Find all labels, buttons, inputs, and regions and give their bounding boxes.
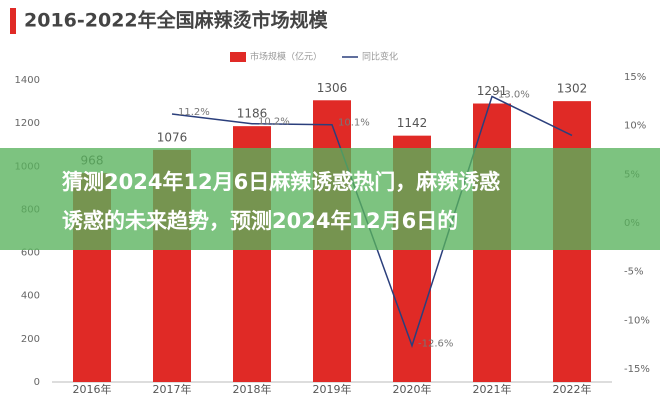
banner-text: 猜测2024年12月6日麻辣诱惑热门，麻辣诱惑 — [61, 170, 500, 194]
banner-text: 诱惑的未来趋势，预测2024年12月6日的 — [62, 209, 458, 233]
y2-tick-label: -5% — [624, 267, 643, 278]
y2-tick-label: 15% — [624, 72, 646, 83]
x-tick-label: 2018年 — [233, 382, 272, 396]
y2-tick-label: 10% — [624, 121, 646, 132]
y-tick-label: 600 — [21, 248, 40, 259]
bar-value-label: 1142 — [397, 116, 428, 130]
bar-value-label: 1306 — [317, 81, 348, 95]
bar-value-label: 1186 — [237, 107, 268, 121]
chart-title: 2016-2022年全国麻辣烫市场规模 — [24, 9, 329, 32]
y2-tick-label: -10% — [624, 315, 650, 326]
y2-tick-label: -15% — [624, 364, 650, 375]
x-tick-label: 2020年 — [393, 382, 432, 396]
x-tick-label: 2022年 — [553, 382, 592, 396]
y-tick-label: 1400 — [15, 75, 40, 86]
y-tick-label: 0 — [34, 377, 40, 388]
bar-value-label: 1076 — [157, 130, 188, 144]
legend-label: 同比变化 — [362, 51, 398, 63]
y-tick-label: 400 — [21, 291, 40, 302]
y-tick-label: 200 — [21, 334, 40, 345]
x-tick-label: 2016年 — [73, 382, 112, 396]
line-value-label: 10.2% — [258, 117, 290, 128]
bar-value-label: 1291 — [477, 84, 508, 98]
y-tick-label: 1200 — [15, 118, 40, 129]
x-tick-label: 2021年 — [473, 382, 512, 396]
x-tick-label: 2017年 — [153, 382, 192, 396]
line-value-label: 11.2% — [178, 107, 210, 118]
bar-value-label: 1302 — [557, 82, 588, 96]
legend-label: 市场规模（亿元） — [250, 51, 322, 63]
line-value-label: 13.0% — [498, 89, 530, 100]
line-value-label: 10.1% — [338, 118, 370, 129]
line-value-label: -12.6% — [418, 339, 453, 350]
banner — [0, 148, 660, 250]
legend-swatch — [230, 52, 246, 62]
x-tick-label: 2019年 — [313, 382, 352, 396]
title-accent — [10, 8, 16, 34]
